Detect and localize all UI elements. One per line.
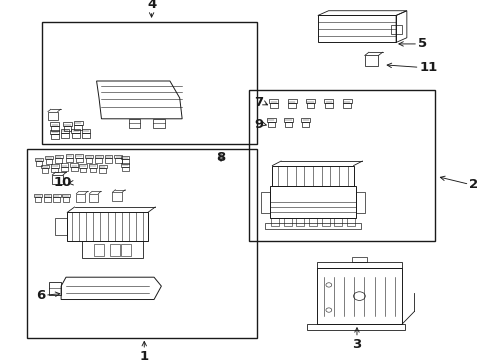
Bar	[41, 22, 256, 144]
Text: 7: 7	[253, 96, 263, 109]
Text: 3: 3	[352, 338, 361, 351]
Bar	[27, 149, 256, 338]
Text: 6: 6	[36, 289, 45, 302]
Bar	[249, 90, 434, 241]
Text: 9: 9	[253, 118, 263, 131]
Text: 1: 1	[140, 350, 148, 360]
Text: 10: 10	[54, 176, 72, 189]
Text: 2: 2	[468, 178, 478, 191]
Text: 11: 11	[419, 61, 437, 74]
Text: 8: 8	[216, 151, 225, 164]
Text: 4: 4	[147, 0, 156, 11]
Text: 5: 5	[417, 37, 427, 50]
